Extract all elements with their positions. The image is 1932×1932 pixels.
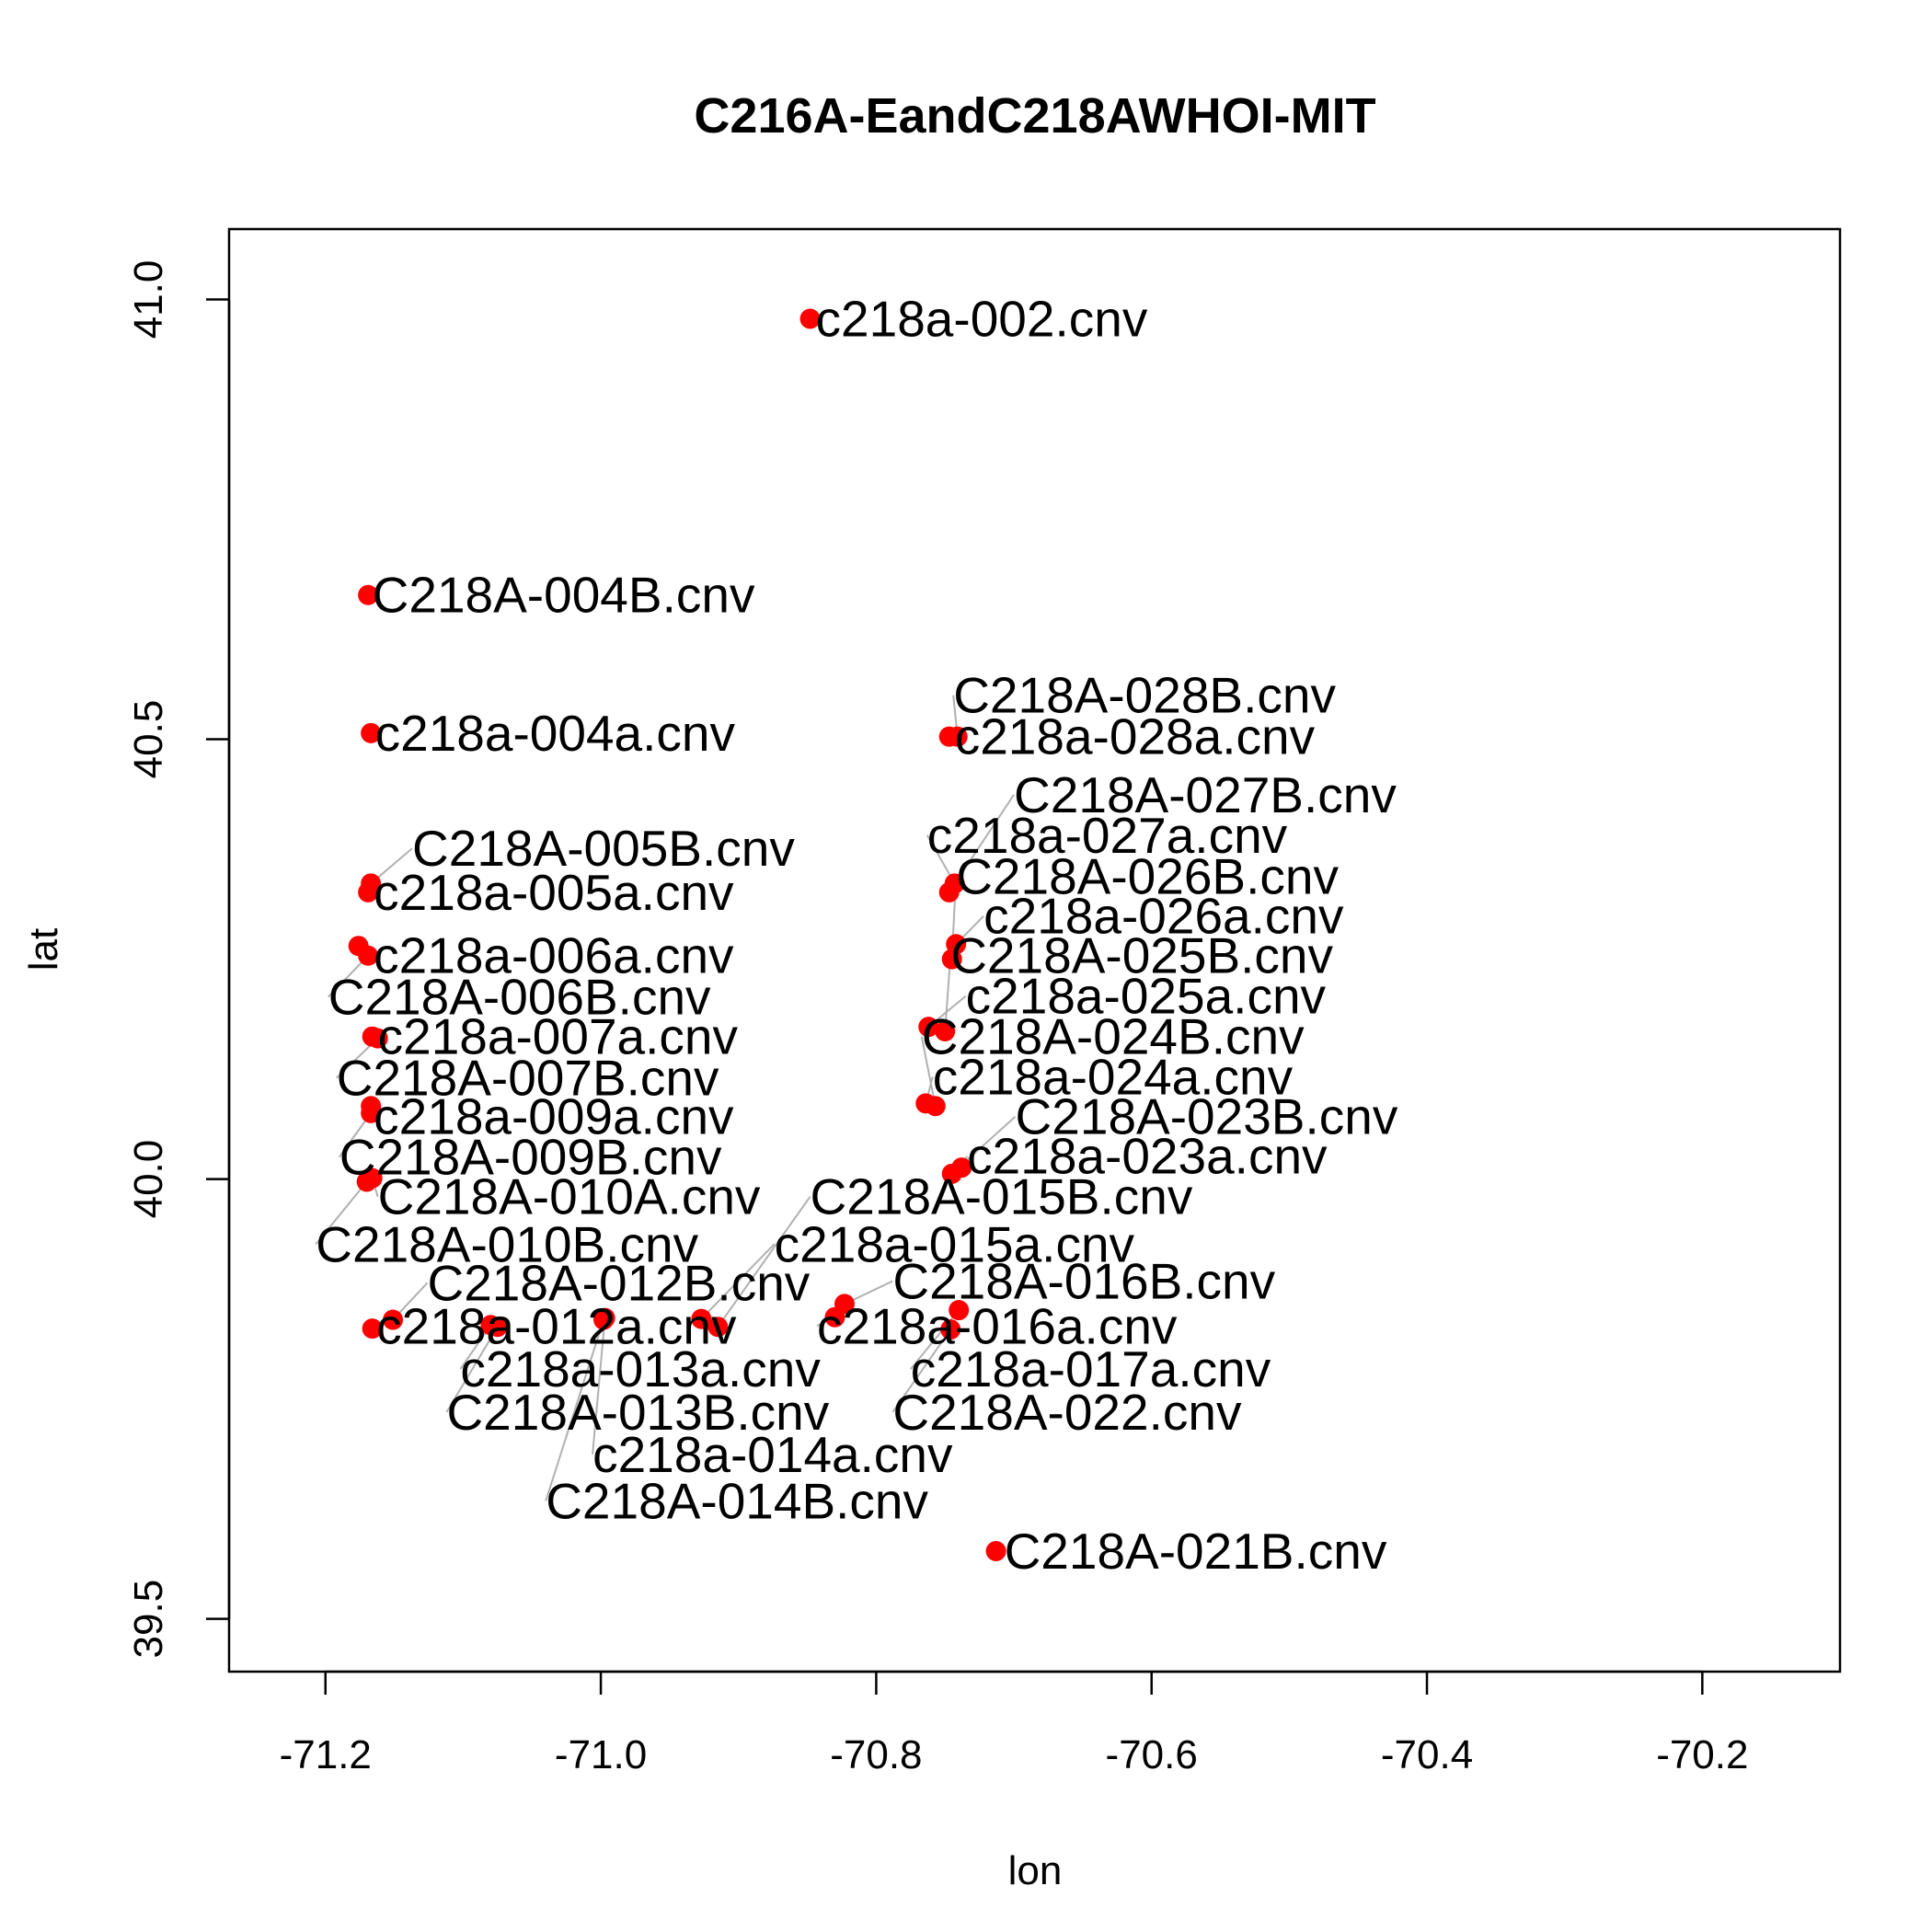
- point-label: C218A-026B.cnv: [956, 848, 1339, 905]
- point-label: C218A-024B.cnv: [922, 1008, 1305, 1065]
- point-label: c218a-006a.cnv: [374, 927, 734, 984]
- data-points: [348, 308, 1006, 1562]
- x-axis: -71.2 -71.0 -70.8 -70.6 -70.4 -70.2: [280, 1670, 1748, 1777]
- point-label: c218a-002.cnv: [816, 291, 1148, 348]
- leader-line: [717, 1196, 811, 1328]
- data-point: [383, 1309, 404, 1330]
- data-point: [358, 584, 379, 605]
- leader-line: [920, 1036, 937, 1107]
- data-point: [593, 1309, 615, 1330]
- y-tick-label: 39.5: [126, 1580, 171, 1659]
- x-tick-label: -71.0: [555, 1732, 647, 1777]
- y-tick-label: 40.5: [126, 700, 171, 779]
- data-point: [707, 1317, 729, 1338]
- point-label: C218A-006B.cnv: [328, 969, 711, 1026]
- point-label: c218a-027a.cnv: [927, 807, 1288, 864]
- point-label: C218A-010A.cnv: [378, 1168, 761, 1225]
- point-label: c218a-004a.cnv: [375, 705, 736, 762]
- data-point: [941, 1163, 962, 1184]
- point-label: c218a-026a.cnv: [983, 888, 1344, 945]
- data-point: [358, 881, 379, 903]
- leader-line: [592, 1317, 606, 1455]
- y-tick-label: 40.0: [126, 1140, 171, 1219]
- data-point: [985, 1541, 1006, 1562]
- data-point: [949, 1300, 970, 1321]
- data-point: [941, 949, 962, 970]
- point-label: c218a-012a.cnv: [376, 1297, 737, 1354]
- point-label: C218A-013B.cnv: [446, 1384, 829, 1441]
- data-point: [487, 1317, 508, 1338]
- point-label: c218a-014a.cnv: [592, 1426, 953, 1483]
- point-label: C218A-014B.cnv: [546, 1473, 928, 1530]
- y-tick-label: 41.0: [126, 260, 171, 339]
- y-axis-label: lat: [21, 928, 66, 971]
- data-point: [799, 308, 821, 329]
- data-point: [925, 1096, 946, 1117]
- point-label: C218A-023B.cnv: [1016, 1088, 1398, 1145]
- x-tick-label: -70.2: [1656, 1732, 1748, 1777]
- x-tick-label: -71.2: [280, 1732, 372, 1777]
- point-label: C218A-010B.cnv: [316, 1215, 698, 1272]
- chart-title: C216A-EandC218AWHOI-MIT: [694, 88, 1375, 144]
- leader-line: [445, 1326, 499, 1413]
- point-label: c218a-005a.cnv: [374, 864, 734, 921]
- point-label: C218A-015B.cnv: [811, 1168, 1193, 1225]
- x-tick-label: -70.4: [1381, 1732, 1473, 1777]
- point-label: c218a-015a.cnv: [775, 1215, 1135, 1272]
- data-point: [935, 1020, 956, 1041]
- x-tick-label: -70.8: [830, 1732, 922, 1777]
- point-labels: c218a-002.cnv C218A-004B.cnv c218a-004a.cn…: [316, 291, 1398, 1580]
- point-label: c218a-024a.cnv: [933, 1049, 1294, 1106]
- data-point: [358, 945, 379, 966]
- point-label: c218a-007a.cnv: [378, 1008, 739, 1065]
- x-tick-label: -70.6: [1106, 1732, 1198, 1777]
- point-label: C218A-028B.cnv: [953, 667, 1336, 724]
- point-label: c218a-025a.cnv: [966, 968, 1327, 1025]
- point-label: C218A-007B.cnv: [337, 1050, 719, 1107]
- point-label: c218a-016a.cnv: [817, 1297, 1178, 1354]
- point-label: c218a-028a.cnv: [955, 708, 1316, 765]
- leader-line: [891, 1328, 952, 1413]
- leader-line: [545, 1319, 605, 1501]
- y-axis: 39.5 40.0 40.5 41.0: [126, 260, 231, 1659]
- data-point: [361, 722, 382, 743]
- point-label: C218A-005B.cnv: [412, 820, 795, 877]
- data-point: [940, 1319, 961, 1340]
- data-point: [938, 881, 960, 903]
- point-label: c218a-013a.cnv: [460, 1340, 821, 1397]
- data-point: [356, 1171, 377, 1192]
- point-label: C218A-027B.cnv: [1014, 766, 1397, 823]
- data-point: [361, 1102, 382, 1123]
- data-point: [691, 1308, 712, 1329]
- point-label: C218A-012B.cnv: [428, 1254, 811, 1311]
- point-label: C218A-022.cnv: [892, 1384, 1242, 1441]
- point-label: C218A-025B.cnv: [950, 927, 1333, 984]
- point-label: c218a-009a.cnv: [374, 1088, 734, 1145]
- point-label: c218a-023a.cnv: [967, 1128, 1328, 1185]
- data-point: [918, 1017, 939, 1038]
- point-label: C218A-009B.cnv: [339, 1129, 722, 1186]
- point-label: C218A-004B.cnv: [373, 567, 755, 624]
- point-label: c218a-017a.cnv: [911, 1340, 1271, 1397]
- x-axis-label: lon: [1008, 1848, 1063, 1893]
- data-point: [947, 726, 968, 747]
- data-point: [824, 1306, 845, 1328]
- data-point: [367, 1028, 388, 1049]
- point-label: C218A-021B.cnv: [1005, 1523, 1387, 1580]
- leader-line: [315, 1180, 368, 1245]
- leader-line: [700, 1243, 776, 1320]
- data-point: [362, 1318, 383, 1340]
- point-label: C218A-016B.cnv: [892, 1252, 1275, 1309]
